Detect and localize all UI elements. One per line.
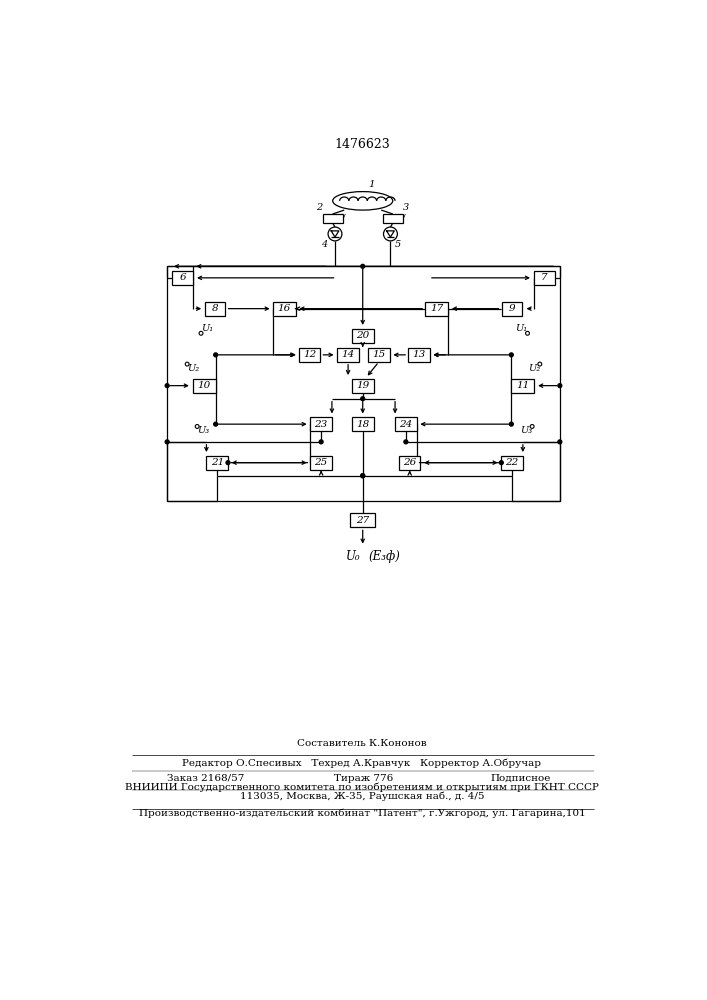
- Circle shape: [558, 384, 562, 388]
- Circle shape: [404, 440, 408, 444]
- Bar: [172, 271, 193, 285]
- Text: Редактор О.Спесивых   Техред А.Кравчук   Корректор А.Обручар: Редактор О.Спесивых Техред А.Кравчук Кор…: [182, 758, 542, 768]
- Text: 27: 27: [356, 516, 369, 525]
- Text: 12: 12: [303, 350, 316, 359]
- Text: Подписное: Подписное: [491, 774, 551, 783]
- Bar: [511, 379, 534, 393]
- Bar: [502, 302, 522, 316]
- Text: 10: 10: [197, 381, 211, 390]
- Bar: [352, 417, 373, 431]
- Text: 20: 20: [356, 331, 369, 340]
- Circle shape: [361, 397, 365, 401]
- Bar: [534, 271, 555, 285]
- Bar: [310, 417, 332, 431]
- Text: U₃: U₃: [520, 426, 532, 435]
- Text: 3: 3: [403, 203, 409, 212]
- Text: U₃: U₃: [197, 426, 209, 435]
- Circle shape: [499, 461, 503, 465]
- Text: U₂: U₂: [527, 364, 539, 373]
- Circle shape: [165, 384, 169, 388]
- Text: 1476623: 1476623: [334, 138, 390, 151]
- Circle shape: [510, 353, 513, 357]
- Text: 6: 6: [180, 273, 186, 282]
- Text: 9: 9: [509, 304, 515, 313]
- Circle shape: [361, 264, 365, 268]
- Text: 17: 17: [430, 304, 443, 313]
- Circle shape: [214, 353, 218, 357]
- Bar: [273, 302, 296, 316]
- Text: (E₃ф): (E₃ф): [368, 550, 400, 563]
- Text: 25: 25: [315, 458, 328, 467]
- Text: 113035, Москва, Ж-35, Раушская наб., д. 4/5: 113035, Москва, Ж-35, Раушская наб., д. …: [240, 791, 484, 801]
- Bar: [192, 379, 216, 393]
- Text: 23: 23: [315, 420, 328, 429]
- Circle shape: [320, 440, 323, 444]
- Bar: [408, 348, 430, 362]
- Bar: [501, 456, 523, 470]
- Text: 14: 14: [341, 350, 355, 359]
- Text: 18: 18: [356, 420, 369, 429]
- Circle shape: [558, 440, 562, 444]
- Text: 26: 26: [403, 458, 416, 467]
- Text: Заказ 2168/57: Заказ 2168/57: [167, 774, 245, 783]
- Bar: [206, 456, 228, 470]
- Bar: [425, 302, 448, 316]
- Bar: [352, 379, 373, 393]
- Text: 1: 1: [368, 180, 375, 189]
- Text: ВНИИПИ Государственного комитета по изобретениям и открытиям при ГКНТ СССР: ВНИИПИ Государственного комитета по изоб…: [125, 783, 599, 792]
- Circle shape: [226, 461, 230, 465]
- Text: 7: 7: [541, 273, 548, 282]
- Bar: [299, 348, 320, 362]
- Bar: [399, 456, 421, 470]
- Text: U₀: U₀: [346, 550, 361, 563]
- Circle shape: [214, 422, 218, 426]
- Text: U₂: U₂: [187, 364, 199, 373]
- Bar: [352, 329, 373, 343]
- Circle shape: [361, 474, 365, 478]
- Text: 22: 22: [506, 458, 519, 467]
- Text: Тираж 776: Тираж 776: [334, 774, 393, 783]
- Circle shape: [510, 422, 513, 426]
- Text: 4: 4: [321, 240, 327, 249]
- Text: 24: 24: [399, 420, 412, 429]
- Text: 19: 19: [356, 381, 369, 390]
- Text: 21: 21: [211, 458, 224, 467]
- Bar: [337, 348, 359, 362]
- Text: U₁: U₁: [515, 324, 527, 333]
- Circle shape: [165, 440, 169, 444]
- Circle shape: [361, 474, 365, 478]
- Bar: [205, 302, 225, 316]
- Text: 8: 8: [211, 304, 218, 313]
- Bar: [310, 456, 332, 470]
- Bar: [368, 348, 390, 362]
- Text: 15: 15: [373, 350, 385, 359]
- Text: 11: 11: [516, 381, 530, 390]
- Bar: [382, 214, 403, 223]
- Text: 16: 16: [278, 304, 291, 313]
- Bar: [322, 214, 343, 223]
- Text: 5: 5: [395, 240, 402, 249]
- Bar: [395, 417, 416, 431]
- Text: U₁: U₁: [201, 324, 214, 333]
- Bar: [351, 513, 375, 527]
- Text: 13: 13: [412, 350, 426, 359]
- Text: 2: 2: [316, 203, 322, 212]
- Text: Составитель К.Кононов: Составитель К.Кононов: [297, 739, 427, 748]
- Text: Производственно-издательский комбинат "Патент", г.Ужгород, ул. Гагарина,101: Производственно-издательский комбинат "П…: [139, 808, 585, 818]
